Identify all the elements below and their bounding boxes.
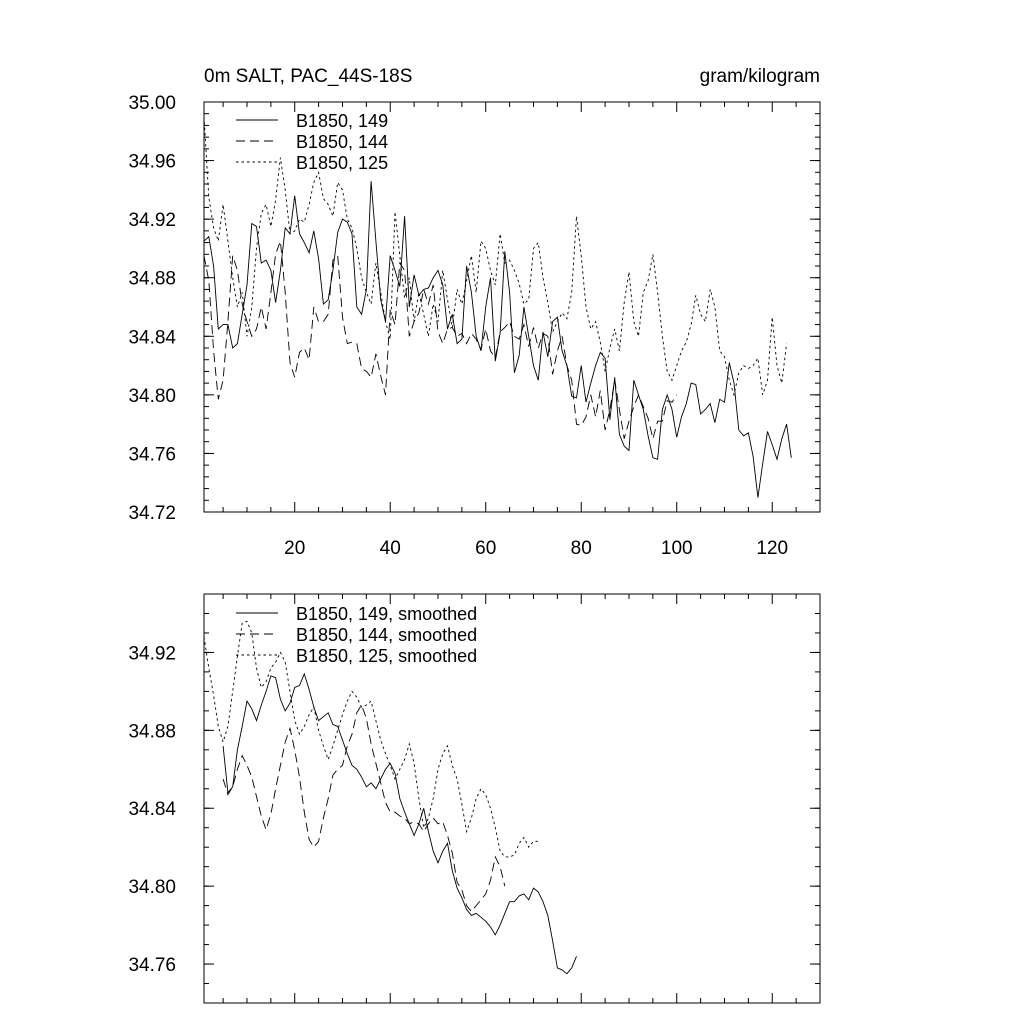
legend-label-3: B1850, 125 [296, 153, 388, 173]
y-tick-label: 34.92 [128, 643, 176, 664]
plot-frame [203, 101, 821, 513]
y-tick-label: 34.76 [128, 444, 176, 465]
x-tick-label: 100 [661, 538, 693, 559]
y-tick-label: 34.72 [128, 503, 176, 524]
legend-label-2: B1850, 144 [296, 132, 388, 152]
x-tick-label: 60 [475, 538, 496, 559]
chart-title-right: gram/kilogram [700, 66, 820, 87]
plot-frame [203, 593, 821, 1004]
legend-label-3: B1850, 125, smoothed [296, 646, 477, 666]
y-tick-label: 34.88 [128, 269, 176, 290]
legend-label-2: B1850, 144, smoothed [296, 625, 477, 645]
series-line-2 [222, 703, 506, 913]
top-panel: 0m SALT, PAC_44S-18S gram/kilogram 20 40 6… [128, 66, 821, 559]
series-line-3 [203, 116, 788, 397]
series-line-2 [203, 240, 678, 439]
x-tick-label: 80 [571, 538, 592, 559]
y-tick-label: 34.80 [128, 877, 176, 898]
chart-title-left: 0m SALT, PAC_44S-18S [204, 66, 412, 87]
series-line-1 [203, 181, 792, 498]
x-tick-label: 40 [380, 538, 401, 559]
y-tick-label: 34.84 [128, 799, 176, 820]
y-tick-label: 35.00 [128, 93, 176, 114]
legend-label-1: B1850, 149, smoothed [296, 604, 477, 624]
x-tick-label: 20 [284, 538, 305, 559]
y-tick-label: 34.76 [128, 955, 176, 976]
y-tick-label: 34.92 [128, 210, 176, 231]
y-tick-label: 34.96 [128, 152, 176, 173]
x-tick-label: 120 [756, 538, 788, 559]
bottom-panel: 34.76 34.80 34.84 34.88 34.92 B1850, 149, smo… [128, 593, 821, 1004]
legend-label-1: B1850, 149 [296, 111, 388, 131]
y-tick-label: 34.80 [128, 386, 176, 407]
y-tick-label: 34.88 [128, 721, 176, 742]
y-tick-label: 34.84 [128, 327, 176, 348]
series-line-1 [222, 672, 577, 975]
